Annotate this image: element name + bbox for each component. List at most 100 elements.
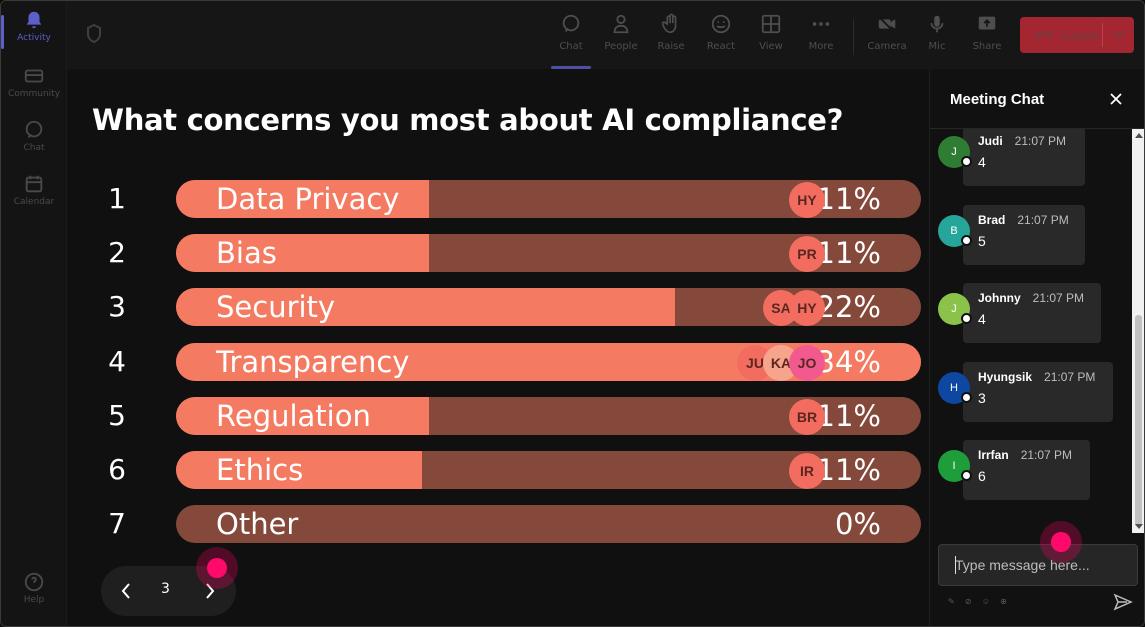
option-number: 7 xyxy=(108,507,126,540)
option-bar-track: Transparency JU KA JO 34% xyxy=(176,343,921,381)
avatar[interactable]: I xyxy=(938,450,972,482)
scroll-thumb[interactable] xyxy=(1135,315,1142,527)
avatar-initial: J xyxy=(951,146,957,158)
grid-icon xyxy=(761,14,781,34)
rail-item-activity[interactable]: Activity xyxy=(1,9,63,61)
option-percentage: 11% xyxy=(816,182,881,216)
voter-avatar: IR xyxy=(789,453,825,489)
option-percentage: 22% xyxy=(816,290,881,324)
voter-avatar: HY xyxy=(789,182,825,218)
toolbar-camera-button[interactable]: Camera xyxy=(865,13,909,63)
option-bar-track: Ethics IR 11% xyxy=(176,451,921,489)
option-bar-track: Regulation BR 11% xyxy=(176,397,921,435)
sender-name: Irrfan xyxy=(978,448,1009,462)
toolbar-label: Mic xyxy=(928,41,946,52)
option-bar-fill xyxy=(176,180,429,218)
leave-button[interactable]: Leave xyxy=(1020,17,1134,53)
option-number: 2 xyxy=(108,236,126,269)
rail-label: Community xyxy=(7,89,61,99)
share-screen-icon xyxy=(978,16,996,30)
option-bar-track: Security SA HY 22% xyxy=(176,288,921,326)
voter-avatars: HY xyxy=(789,182,825,218)
toolbar-people-button[interactable]: People xyxy=(599,13,643,63)
toolbar-view-button[interactable]: View xyxy=(749,13,793,63)
toolbar-chat-button[interactable]: Chat xyxy=(549,13,593,69)
poll-option-row: 3 Security SA HY 22% xyxy=(67,287,929,327)
toolbar-mic-button[interactable]: Mic xyxy=(915,13,959,63)
chevron-down-icon[interactable] xyxy=(1112,27,1126,41)
rail-item-community[interactable]: Community xyxy=(5,65,63,117)
text-caret xyxy=(955,556,956,574)
toolbar-label: Chat xyxy=(559,41,583,52)
presence-status xyxy=(961,313,972,324)
poll-option-row: 4 Transparency JU KA JO 34% xyxy=(67,342,929,382)
voter-avatar: HY xyxy=(789,290,825,326)
sender-name: Brad xyxy=(978,212,1006,227)
chevron-right-icon[interactable] xyxy=(201,579,219,603)
message-time: 21:07 PM xyxy=(1020,448,1073,462)
hang-up-icon xyxy=(1035,31,1053,39)
message-bubble: Johnny 21:07 PM 4 xyxy=(963,283,1101,343)
voter-avatar: JO xyxy=(789,345,825,381)
toolbar-label: Camera xyxy=(867,41,907,52)
scroll-down-arrow[interactable] xyxy=(1135,524,1143,529)
chevron-left-icon[interactable] xyxy=(117,579,135,603)
poll-option-row: 1 Data Privacy HY 11% xyxy=(67,179,929,219)
meeting-chat-panel: Meeting Chat Judi 21:07 PM 4 J Brad 21:07 PM 5… xyxy=(929,69,1144,626)
option-label: Security xyxy=(216,290,336,324)
scroll-up-arrow[interactable] xyxy=(1135,133,1143,138)
page-number: 3 xyxy=(161,581,170,597)
chat-scrollbar[interactable] xyxy=(1132,129,1144,533)
chat-message-input[interactable] xyxy=(938,544,1138,586)
avatar[interactable]: J xyxy=(938,136,972,168)
avatar-initial: I xyxy=(952,460,956,472)
message-time: 21:07 PM xyxy=(1044,369,1096,384)
toolbar-share-button[interactable]: Share xyxy=(965,13,1009,63)
toolbar-more-button[interactable]: More xyxy=(799,13,843,63)
poll-option-row: 6 Ethics IR 11% xyxy=(67,450,929,490)
avatar-initial: B xyxy=(950,224,958,237)
meeting-toolbar xyxy=(67,1,1144,69)
avatar[interactable]: J xyxy=(938,293,972,325)
rail-item-chat[interactable]: Chat xyxy=(5,119,63,171)
message-bubble: Irrfan 21:07 PM 6 xyxy=(963,440,1090,500)
camera-off-icon xyxy=(878,16,896,32)
option-percentage: 34% xyxy=(816,345,881,379)
avatar[interactable]: H xyxy=(938,371,972,404)
voter-avatars: PR xyxy=(789,236,825,272)
message-meta: Irrfan 21:07 PM xyxy=(978,448,1078,462)
option-label: Ethics xyxy=(216,453,304,487)
voter-avatars: BR xyxy=(789,399,825,435)
voter-avatar: PR xyxy=(789,236,825,272)
smiley-icon xyxy=(711,14,731,34)
option-percentage: 0% xyxy=(834,507,881,541)
close-icon[interactable] xyxy=(1108,91,1124,107)
community-icon xyxy=(24,69,44,83)
calendar-icon xyxy=(25,175,43,193)
avatar-initial: J xyxy=(951,303,957,315)
rail-label: Calendar xyxy=(13,197,55,207)
option-label: Bias xyxy=(216,236,277,270)
message-meta: Johnny 21:07 PM xyxy=(978,291,1089,305)
app-rail: Activity Community Chat Calendar Help xyxy=(1,1,67,626)
raise-hand-icon xyxy=(661,13,677,34)
send-icon[interactable] xyxy=(1113,593,1133,611)
rail-item-calendar[interactable]: Calendar xyxy=(5,173,63,225)
pointer-highlight xyxy=(196,547,238,589)
chat-divider xyxy=(930,128,1144,129)
avatar[interactable]: B xyxy=(938,214,972,247)
toolbar-react-button[interactable]: React xyxy=(699,13,743,63)
presence-status xyxy=(961,156,972,167)
mic-icon xyxy=(930,15,944,33)
toolbar-raise-button[interactable]: Raise xyxy=(649,13,693,63)
option-label: Transparency xyxy=(216,345,410,379)
format-options-icon[interactable]: ✎ ⊘ ☺ ⊕ xyxy=(948,597,1011,606)
message-bubble: Judi 21:07 PM 4 xyxy=(963,129,1085,186)
people-icon xyxy=(613,14,629,34)
message-time: 21:07 PM xyxy=(1014,134,1067,148)
option-number: 3 xyxy=(108,290,126,323)
message-text: 4 xyxy=(978,311,986,327)
rail-item-help[interactable]: Help xyxy=(5,571,63,623)
rail-label: Chat xyxy=(23,143,45,153)
